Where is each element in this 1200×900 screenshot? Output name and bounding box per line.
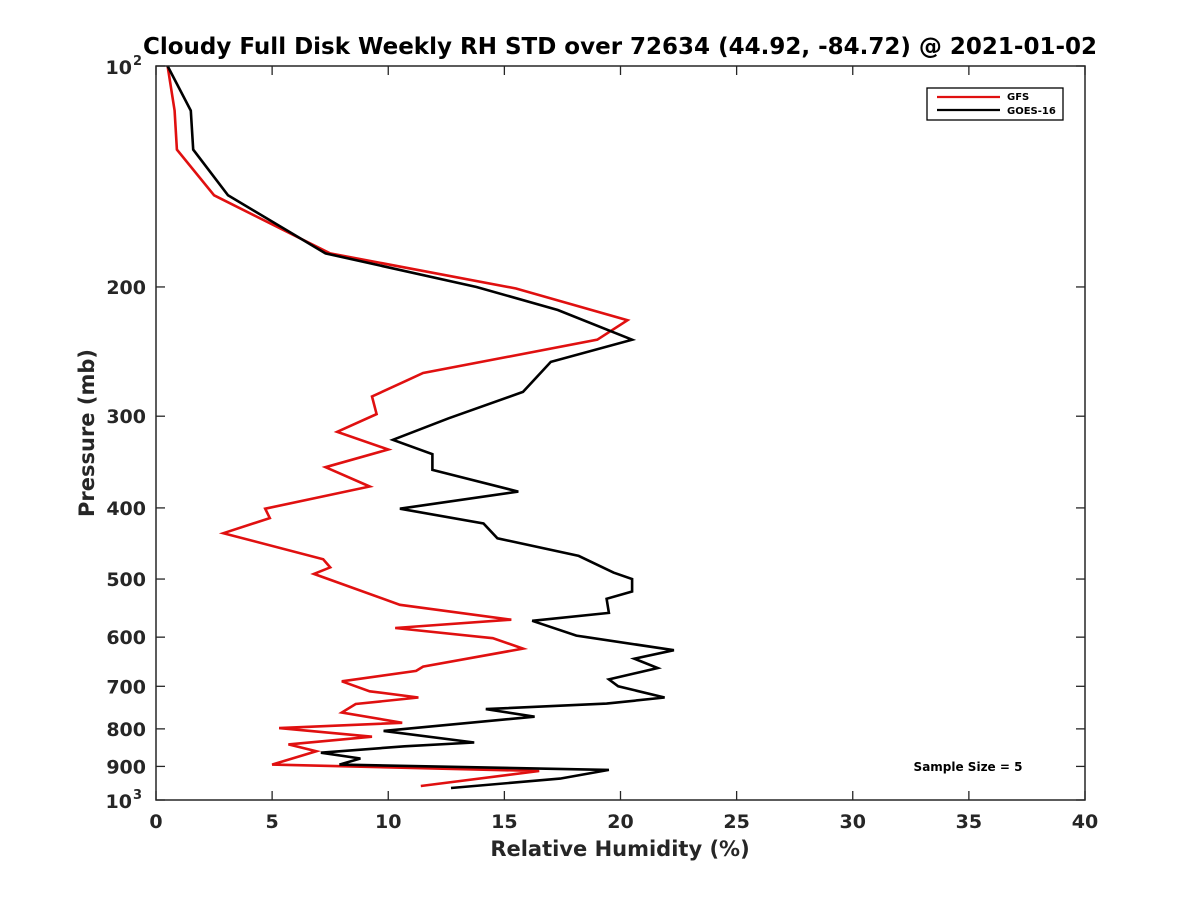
plot-area [166,65,675,790]
x-tick-label: 35 [956,811,982,833]
y-tick-label: 800 [106,719,146,741]
x-axis: 0 5 10 15 20 25 30 35 40 [149,66,1098,833]
y-tick-label: 500 [106,569,146,591]
y-tick-label-exponent: 2 [133,54,142,69]
x-axis-label: Relative Humidity (%) [490,837,749,861]
x-tick-label: 10 [375,811,401,833]
x-tick-label: 15 [491,811,517,833]
y-tick-label: 10 [106,791,132,813]
x-tick-label: 5 [266,811,279,833]
series-line-goes-16 [166,65,675,790]
y-tick-label: 400 [106,498,146,520]
y-axis-label: Pressure (mb) [75,349,99,517]
x-tick-label: 20 [607,811,633,833]
series-line-gfs [166,65,631,788]
y-tick-label: 300 [106,406,146,428]
y-tick-label: 200 [106,277,146,299]
x-tick-label: 25 [723,811,749,833]
x-tick-label: 30 [840,811,866,833]
chart-title: Cloudy Full Disk Weekly RH STD over 7263… [143,34,1097,60]
axes-frame [155,65,1086,801]
y-tick-label: 600 [106,627,146,649]
legend: GFS GOES-16 [926,87,1064,121]
legend-goes16-label: GOES-16 [1007,106,1056,117]
legend-gfs-label: GFS [1007,92,1029,103]
y-tick-label: 10 [106,57,132,79]
legend-box [926,87,1064,121]
y-tick-label-exponent: 3 [133,788,142,803]
sample-size-annotation: Sample Size = 5 [914,760,1023,774]
y-tick-label: 700 [106,676,146,698]
x-tick-label: 40 [1072,811,1098,833]
y-tick-label: 900 [106,756,146,778]
x-tick-label: 0 [149,811,162,833]
